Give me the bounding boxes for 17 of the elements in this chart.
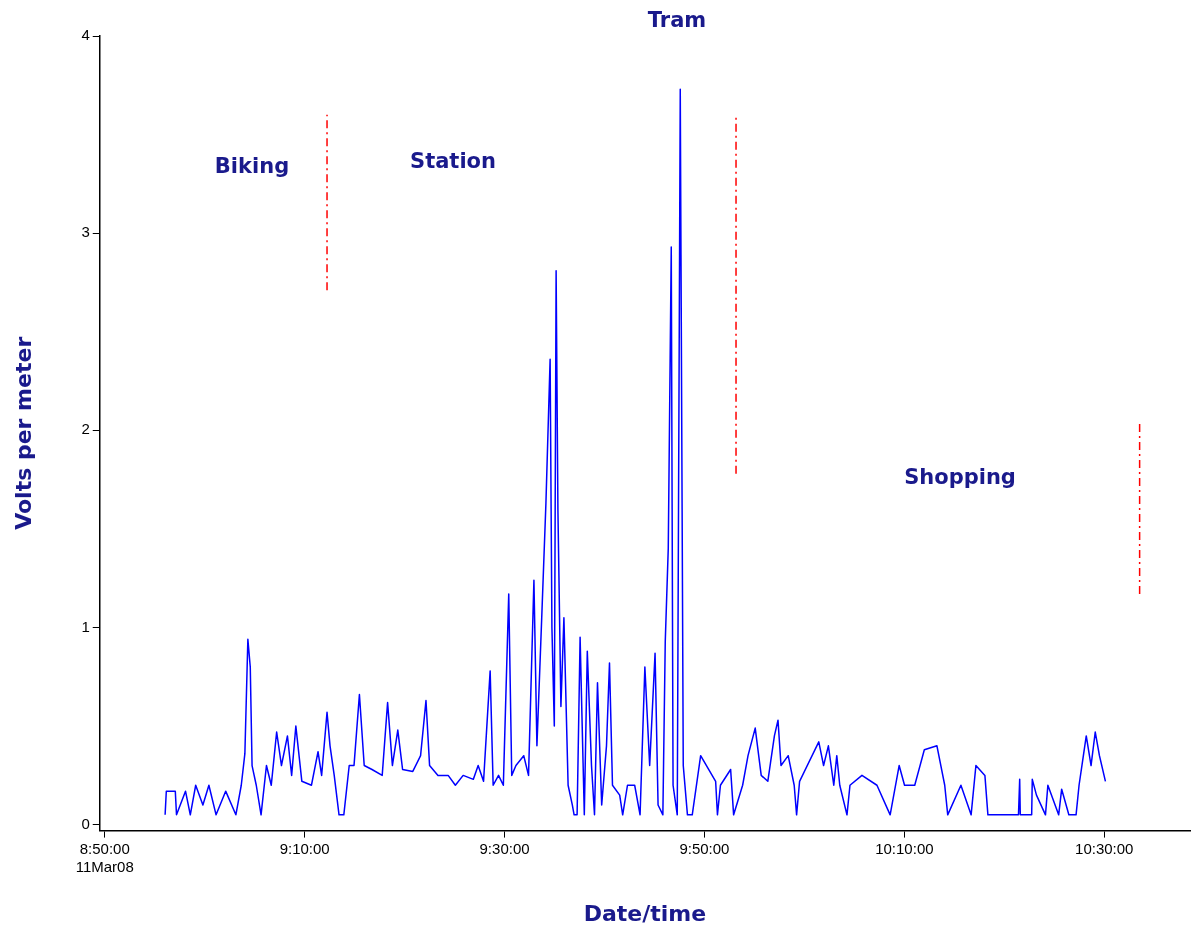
x-axis-title: Date/time bbox=[583, 900, 707, 926]
annotation: Biking bbox=[214, 154, 290, 179]
annotation: Shopping bbox=[904, 465, 1016, 490]
y-tick-label: 0 bbox=[81, 814, 90, 832]
y-axis-title: Volts per meter bbox=[10, 336, 36, 530]
text: Tram bbox=[647, 8, 707, 33]
y-tick-label: 2 bbox=[81, 420, 90, 438]
x-tick-label: 9:50:00 bbox=[679, 839, 730, 857]
x-tick-label: 8:50:00 11Mar08 bbox=[75, 839, 134, 875]
x-tick-label: 9:10:00 bbox=[279, 839, 330, 857]
x-tick-label: 10:10:00 bbox=[875, 839, 934, 857]
y-tick-label: 1 bbox=[81, 617, 90, 635]
y-tick-label: 4 bbox=[81, 26, 90, 44]
x-tick-label: 9:30:00 bbox=[479, 839, 530, 857]
x-tick-label: 10:30:00 bbox=[1075, 839, 1134, 857]
annotation: Station bbox=[410, 149, 496, 174]
y-tick-label: 3 bbox=[81, 223, 90, 241]
